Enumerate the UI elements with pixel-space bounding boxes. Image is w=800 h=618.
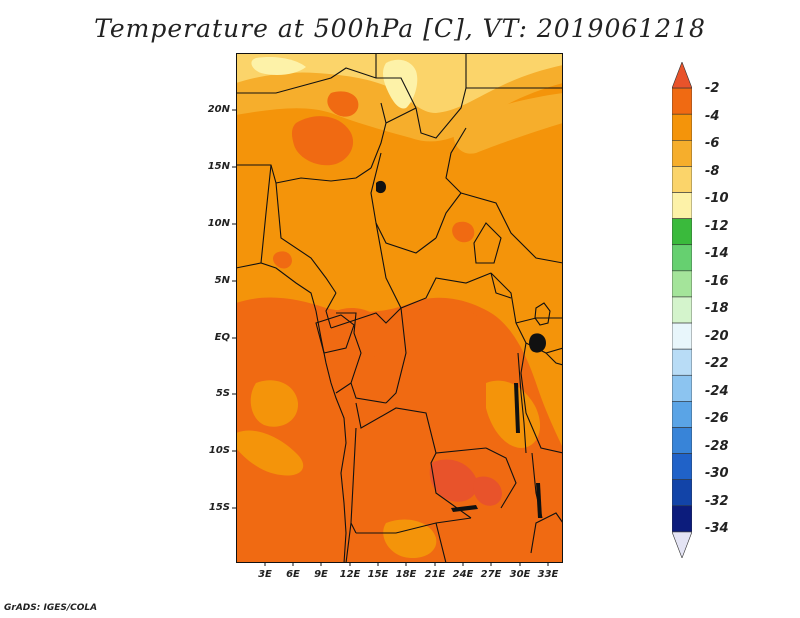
lon-ticks	[264, 562, 549, 566]
colorbar-swatch	[672, 140, 692, 167]
orange-patch-southwest	[250, 380, 299, 427]
colorbar-swatch	[672, 62, 692, 89]
deep-orange-speck-car	[452, 221, 475, 243]
lat-label: EQ	[214, 332, 230, 343]
lake-tanganyika	[514, 383, 520, 433]
deep-orange-central-tongue	[329, 308, 388, 360]
colorbar-swatch	[672, 479, 692, 507]
lake-chad	[376, 180, 386, 194]
colorbar-swatch	[672, 453, 692, 480]
lat-label: 10N	[207, 218, 230, 229]
grads-credit: GrADS: IGES/COLA	[4, 603, 98, 613]
deep-orange-patch-west	[291, 116, 354, 166]
lat-ticks	[232, 109, 236, 509]
deep-orange-speck-nigeria	[273, 251, 292, 269]
colorbar-label: -8	[705, 164, 720, 179]
country-borders	[236, 53, 563, 563]
colorbar-label: -10	[705, 191, 729, 206]
lake-malawi	[536, 483, 542, 518]
lat-label: 10S	[208, 445, 230, 456]
orange-patch-southeast	[486, 380, 541, 448]
deep-orange-east-arc	[436, 306, 495, 360]
yellow-patch-northwest	[251, 57, 306, 75]
lat-label: 15N	[207, 161, 230, 172]
lon-label: 24E	[452, 569, 474, 580]
colorbar-label: -24	[705, 384, 729, 399]
lon-label: 27E	[480, 569, 502, 580]
lon-label: 33E	[537, 569, 559, 580]
colorbar-swatch	[672, 244, 692, 272]
lon-label: 21E	[424, 569, 446, 580]
colorbar-swatch	[672, 87, 692, 115]
colorbar-label: -20	[705, 329, 729, 344]
colorbar-swatch	[672, 192, 692, 219]
lake-victoria	[529, 333, 546, 353]
colorbar-label: -14	[705, 246, 729, 261]
colorbar-label: -6	[705, 136, 720, 151]
lon-label: 9E	[314, 569, 328, 580]
red-patch-zambia	[429, 459, 478, 502]
colorbar-swatch	[672, 505, 692, 533]
colorbar-label: -28	[705, 439, 729, 454]
orange-patch-far-south	[383, 519, 437, 559]
colorbar-swatch	[672, 322, 692, 350]
colorbar-label: -26	[705, 411, 729, 426]
deep-orange-patch-nw	[327, 91, 359, 117]
red-patch-zambia-east	[473, 476, 502, 506]
colorbar-label: -18	[705, 301, 729, 316]
colorbar-label: -4	[705, 109, 720, 124]
light-orange-band-northeast	[453, 93, 563, 154]
colorbar-swatch	[672, 113, 692, 141]
map-title: Temperature at 500hPa [C], VT: 201906121…	[94, 14, 706, 43]
lat-label: 5N	[214, 275, 230, 286]
lat-label: 20N	[207, 104, 230, 115]
colorbar-label: -32	[705, 494, 729, 509]
colorbar-swatch	[672, 401, 692, 428]
colorbar-label: -12	[705, 219, 729, 234]
lat-label: 5S	[215, 388, 230, 399]
lon-label: 3E	[258, 569, 272, 580]
colorbar-swatch	[672, 427, 692, 454]
colorbar-swatch	[672, 348, 692, 376]
colorbar-label: -34	[705, 521, 729, 536]
lat-label: 15S	[208, 502, 230, 513]
temperature-map	[236, 53, 563, 563]
colorbar-swatch	[672, 531, 692, 558]
lon-label: 18E	[395, 569, 417, 580]
colorbar	[672, 62, 692, 558]
colorbar-swatch	[672, 218, 692, 246]
lon-label: 30E	[509, 569, 531, 580]
colorbar-label: -16	[705, 274, 729, 289]
colorbar-label: -22	[705, 356, 729, 371]
colorbar-swatch	[672, 166, 692, 193]
colorbar-swatch	[672, 374, 692, 402]
colorbar-label: -2	[705, 81, 720, 96]
pale-yellow-patch-north	[383, 59, 418, 109]
lon-label: 6E	[286, 569, 300, 580]
colorbar-label: -30	[705, 466, 729, 481]
lon-label: 12E	[339, 569, 361, 580]
colorbar-swatch	[672, 270, 692, 298]
orange-patch-south	[236, 430, 304, 476]
lake-kariba	[451, 505, 478, 512]
lon-label: 15E	[367, 569, 389, 580]
colorbar-swatch	[672, 296, 692, 324]
